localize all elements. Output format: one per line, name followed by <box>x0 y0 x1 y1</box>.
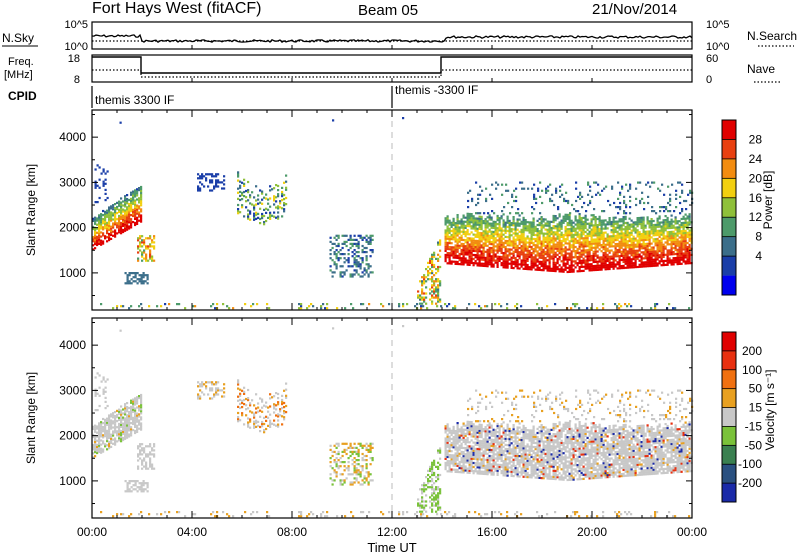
cpid-row: CPID themis 3300 IF themis -3300 IF <box>8 83 478 108</box>
nsearch-tick-bottom: 10^0 <box>706 41 730 53</box>
colorbar-segment <box>722 120 736 139</box>
nsky-panel: N.Sky 10^5 10^0 10^5 10^0 N.Search <box>2 19 797 53</box>
cpid-segment-2: themis -3300 IF <box>395 83 478 97</box>
freq-unit: [MHz] <box>4 69 33 81</box>
beam-title: Beam 05 <box>358 2 418 19</box>
freq-trace <box>92 57 692 73</box>
colorbar-segment <box>722 256 736 275</box>
colorbar-segment <box>722 198 736 217</box>
colorbar-segment <box>722 159 736 178</box>
power-colorbar-label: Power [dB] <box>761 171 775 230</box>
cpid-segment-1: themis 3300 IF <box>95 93 174 107</box>
colorbar-tick-label: 4 <box>755 249 762 263</box>
nsearch-label: N.Search <box>747 29 797 43</box>
x-tick-label: 16:00 <box>477 525 507 539</box>
colorbar-segment <box>722 178 736 197</box>
colorbar-segment <box>722 370 736 389</box>
x-tick-label: 20:00 <box>577 525 607 539</box>
nsky-tick-bottom: 10^0 <box>64 41 88 53</box>
colorbar-segment <box>722 483 736 502</box>
y-tick-label: 2000 <box>59 429 86 443</box>
y-tick-label: 1000 <box>59 474 86 488</box>
nsky-label: N.Sky <box>2 31 34 45</box>
date-title: 21/Nov/2014 <box>592 1 677 18</box>
colorbar-tick-label: 50 <box>749 382 763 396</box>
velocity-ylabel: Slant Range [km] <box>24 372 38 464</box>
y-tick-label: 4000 <box>59 338 86 352</box>
colorbar-tick-label: 28 <box>749 132 763 146</box>
x-tick-label: 08:00 <box>277 525 307 539</box>
y-tick-label: 1000 <box>59 266 86 280</box>
colorbar-segment <box>722 217 736 236</box>
colorbar-tick-label: -200 <box>738 476 762 490</box>
freq-tick-top: 18 <box>68 53 80 65</box>
colorbar-tick-label: 100 <box>742 363 762 377</box>
nave-tick-bottom: 0 <box>706 74 712 86</box>
colorbar-segment <box>722 464 736 483</box>
colorbar-segment <box>722 408 736 427</box>
y-tick-label: 3000 <box>59 383 86 397</box>
colorbar-segment <box>722 139 736 158</box>
freq-tick-bottom: 8 <box>74 74 80 86</box>
x-axis-label: Time UT <box>367 540 416 554</box>
colorbar-tick-label: 24 <box>749 152 763 166</box>
colorbar-segment <box>722 351 736 370</box>
colorbar-tick-label: -15 <box>745 419 763 433</box>
y-tick-label: 3000 <box>59 175 86 189</box>
colorbar-segment <box>722 426 736 445</box>
colorbar-tick-label: 8 <box>755 230 762 244</box>
nave-label: Nave <box>747 62 775 76</box>
y-tick-label: 4000 <box>59 130 86 144</box>
site-title: Fort Hays West (fitACF) <box>92 0 262 17</box>
colorbar-tick-label: -100 <box>738 457 762 471</box>
colorbar-tick-label: -50 <box>745 438 763 452</box>
freq-label: Freq. <box>8 56 34 68</box>
cpid-label: CPID <box>8 89 37 103</box>
velocity-panel: 1000 2000 3000 4000 Slant Range [km] 200 100… <box>24 318 777 518</box>
nsky-tick-top: 10^5 <box>64 19 88 31</box>
colorbar-tick-label: 200 <box>742 344 762 358</box>
nave-tick-top: 60 <box>706 53 718 65</box>
y-tick-label: 2000 <box>59 221 86 235</box>
colorbar-segment <box>722 276 736 295</box>
nsky-trace <box>92 35 692 42</box>
velocity-colorbar-label: Velocity [m s⁻¹] <box>763 369 777 450</box>
colorbar-tick-label: 15 <box>749 401 763 415</box>
x-tick-label: 12:00 <box>377 525 407 539</box>
colorbar-segment <box>722 237 736 256</box>
x-tick-label: 04:00 <box>177 525 207 539</box>
colorbar-segment <box>722 332 736 351</box>
nsearch-tick-top: 10^5 <box>706 19 730 31</box>
colorbar-segment <box>722 445 736 464</box>
x-tick-label: 00:00 <box>677 525 707 539</box>
x-tick-label: 00:00 <box>77 525 107 539</box>
power-ylabel: Slant Range [km] <box>24 164 38 256</box>
colorbar-segment <box>722 389 736 408</box>
